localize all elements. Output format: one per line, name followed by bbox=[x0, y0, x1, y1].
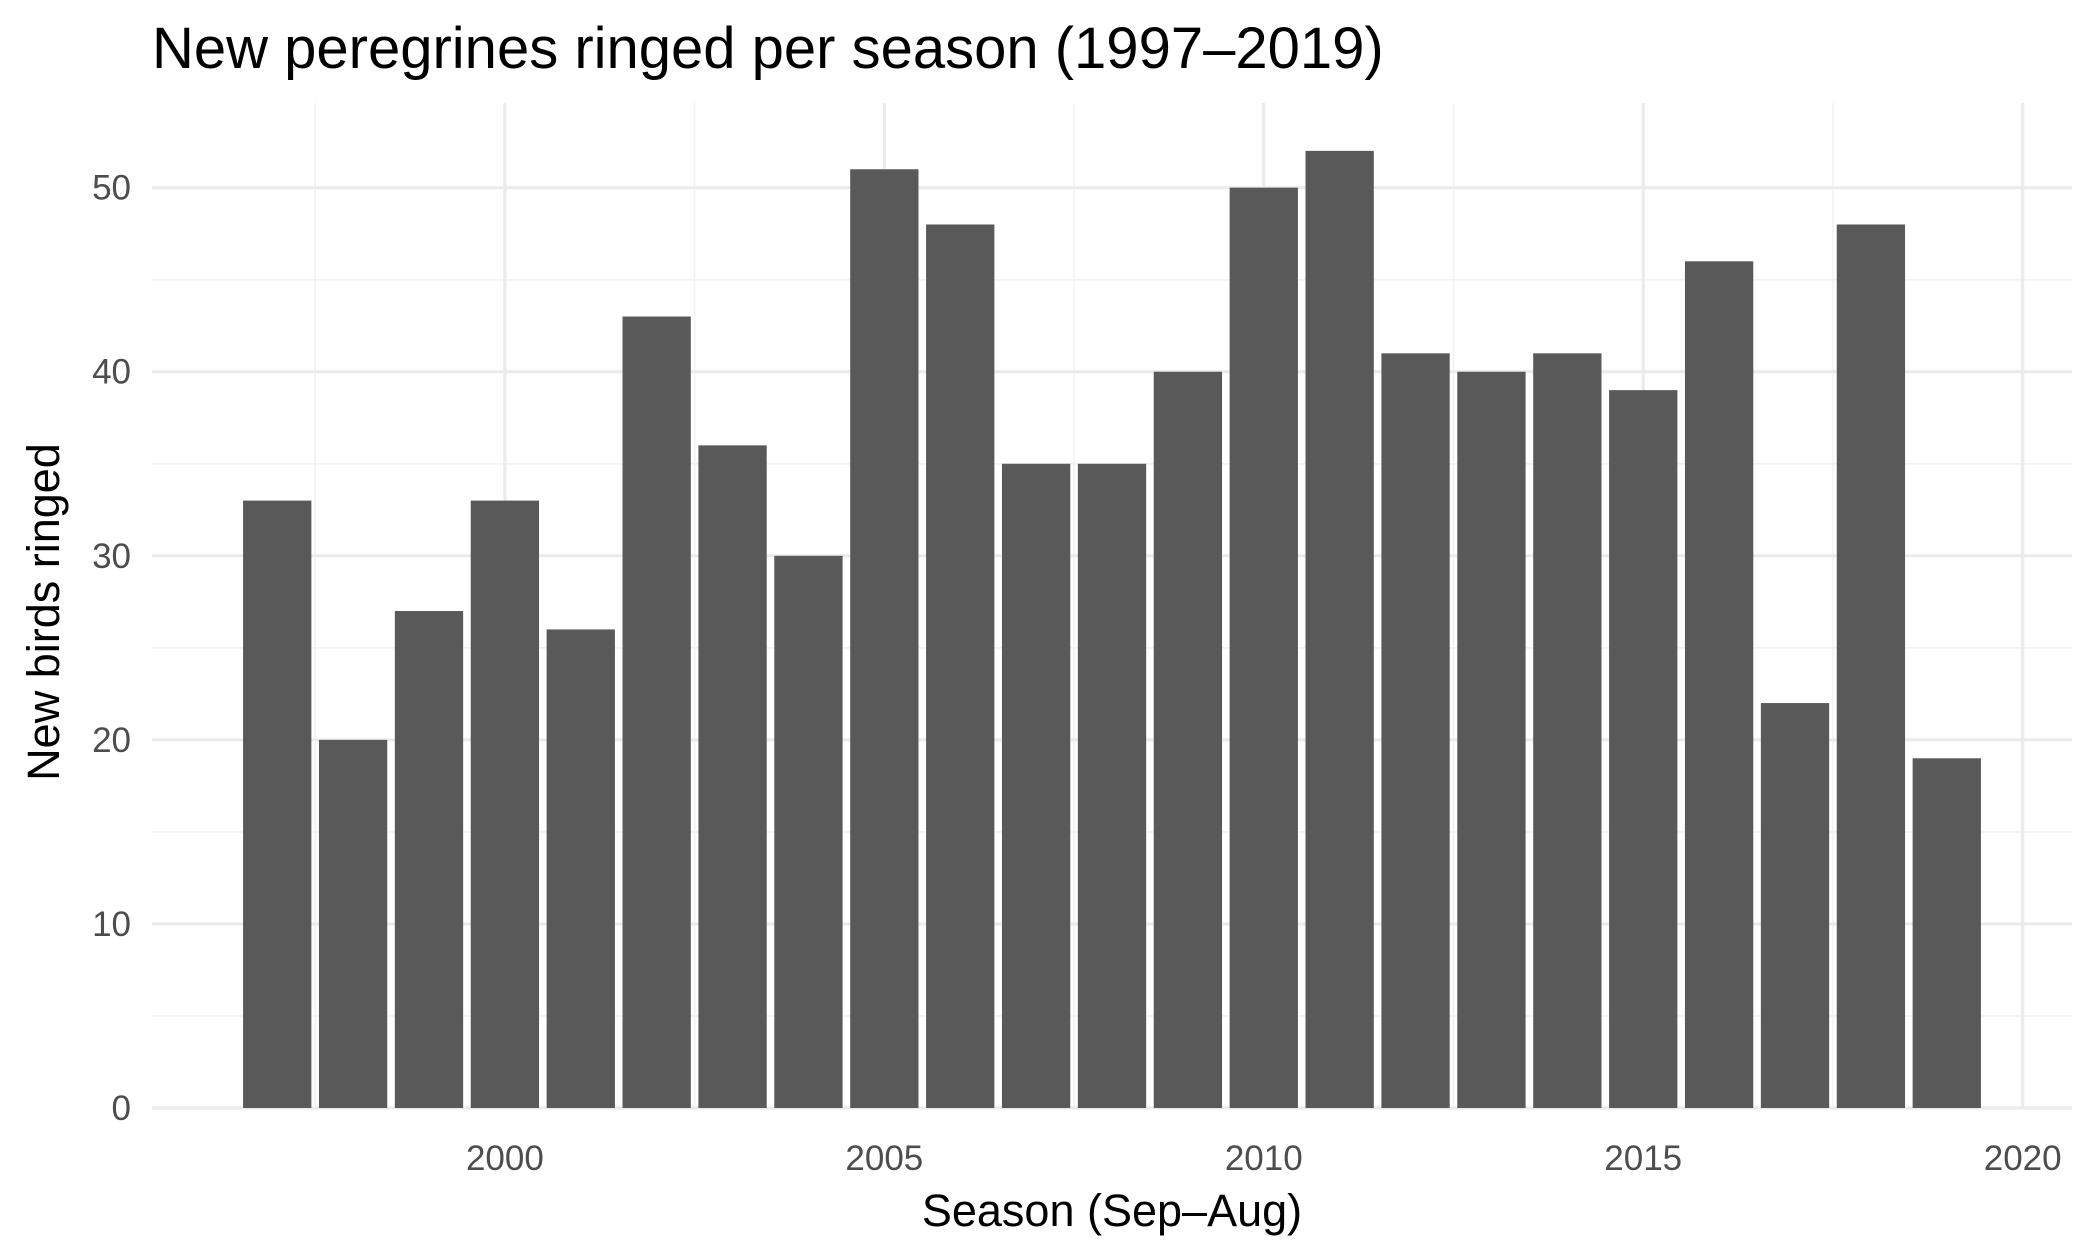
y-axis-tick-labels: 0 10 20 30 40 50 bbox=[92, 169, 131, 1128]
bar-2017 bbox=[1760, 703, 1830, 1108]
bar-2009 bbox=[1153, 371, 1223, 1108]
bars bbox=[243, 150, 1981, 1109]
bar-2016 bbox=[1684, 261, 1754, 1108]
bar-2012 bbox=[1381, 353, 1450, 1108]
bar-2014 bbox=[1533, 353, 1602, 1108]
bar-2002 bbox=[622, 316, 691, 1108]
bar-2018 bbox=[1836, 224, 1906, 1108]
bar-2004 bbox=[774, 555, 843, 1108]
x-tick-label: 2015 bbox=[1604, 1139, 1682, 1178]
x-tick-label: 2000 bbox=[466, 1139, 544, 1178]
y-tick-label: 10 bbox=[92, 905, 131, 944]
bar-2005 bbox=[850, 169, 919, 1108]
bar-2015 bbox=[1609, 390, 1678, 1109]
y-tick-label: 30 bbox=[92, 537, 131, 576]
bar-1997 bbox=[243, 500, 312, 1109]
bar-2013 bbox=[1457, 371, 1526, 1108]
bar-2000 bbox=[470, 500, 540, 1109]
bar-2003 bbox=[698, 445, 767, 1108]
y-tick-label: 50 bbox=[92, 169, 131, 208]
y-tick-label: 20 bbox=[92, 721, 131, 760]
bar-2011 bbox=[1305, 150, 1374, 1108]
bar-2006 bbox=[926, 224, 995, 1108]
x-axis-tick-labels: 2000 2005 2010 2015 2020 bbox=[466, 1139, 2062, 1178]
y-tick-label: 40 bbox=[92, 353, 131, 392]
bar-2001 bbox=[546, 629, 615, 1108]
x-tick-label: 2010 bbox=[1225, 1139, 1303, 1178]
y-axis-title: New birds ringed bbox=[18, 443, 69, 781]
chart-title: New peregrines ringed per season (1997–2… bbox=[152, 16, 1384, 81]
bar-2019 bbox=[1912, 758, 1981, 1108]
x-axis-title: Season (Sep–Aug) bbox=[922, 1185, 1302, 1236]
bar-1999 bbox=[394, 611, 464, 1108]
x-tick-label: 2020 bbox=[1984, 1139, 2062, 1178]
bar-2010 bbox=[1229, 187, 1298, 1108]
bar-2007 bbox=[1001, 463, 1071, 1108]
bar-2008 bbox=[1077, 463, 1147, 1108]
y-tick-label: 0 bbox=[112, 1089, 131, 1128]
x-tick-label: 2005 bbox=[845, 1139, 923, 1178]
bar-1998 bbox=[318, 739, 388, 1108]
